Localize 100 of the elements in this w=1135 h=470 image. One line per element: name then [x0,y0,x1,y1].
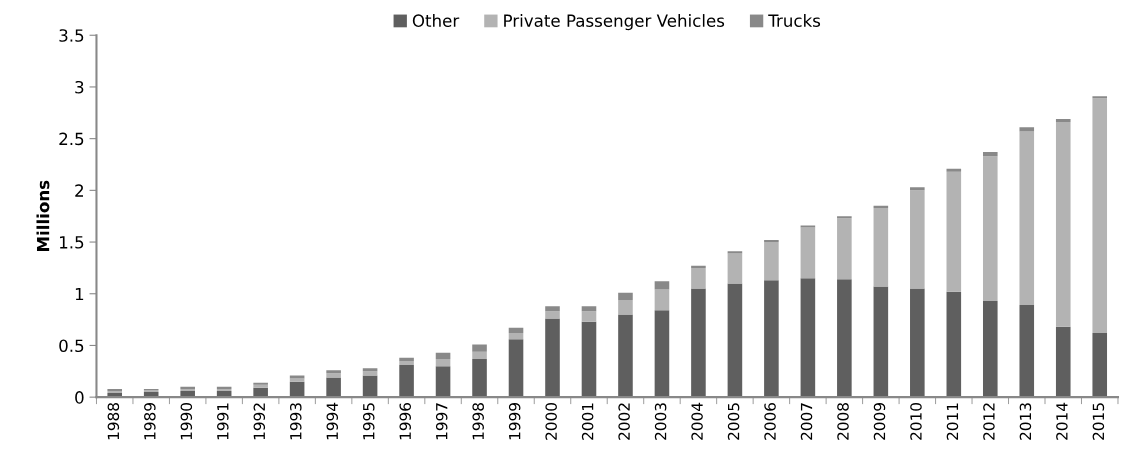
x-tick-label: 1993 [290,403,302,440]
x-tick-label: 1998 [472,403,484,440]
bar [873,205,889,208]
bar [982,156,998,301]
bar [508,339,524,398]
bar [654,289,670,311]
x-tick-label: 2007 [800,403,813,440]
bar [764,242,779,281]
x-tick-label: 2005 [727,403,740,440]
x-tick-label: 2008 [837,403,849,440]
x-tick-label: 2000 [545,403,557,440]
bar [545,311,560,319]
x-tick-label: 1992 [253,403,266,440]
legend-label: Private Passenger Vehicles [504,14,725,31]
bar [472,344,487,352]
y-tick-label: 3 [75,80,84,94]
x-tick-label: 2013 [1019,403,1032,440]
bar [910,187,925,191]
bar [326,373,341,378]
bar [581,311,597,322]
bar [837,216,852,219]
bar [435,352,451,359]
bar [654,310,670,398]
bar [764,280,779,398]
bar [727,283,743,398]
bar [873,286,889,398]
bar [399,357,414,361]
x-tick-label: 2004 [691,402,703,440]
y-tick-label: 2.5 [59,132,84,146]
bar [1092,98,1108,334]
bar [435,358,451,367]
bar [691,267,706,289]
x-tick-label: 1991 [217,403,229,440]
bar [1092,333,1108,398]
x-tick-label: 1989 [144,403,156,440]
y-axis-title: Millions [36,180,50,252]
bar [618,314,633,398]
bar [727,251,743,254]
bar [946,291,962,398]
bar [1019,131,1035,306]
bar [399,365,414,398]
bar [399,360,414,366]
x-tick-label: 2011 [946,403,959,440]
bar [618,299,633,315]
bar [508,327,524,334]
x-tick-label: 1995 [362,403,375,440]
bar [1092,96,1108,99]
bar [800,225,816,228]
bar [362,368,378,372]
x-tick-label: 2015 [1092,403,1105,440]
bar [1055,119,1071,123]
bar [982,152,998,157]
x-tick-label: 2014 [1056,402,1068,440]
bar [727,253,743,284]
legend-label: Other [412,14,460,27]
bar [472,351,487,359]
bar [618,292,633,300]
x-tick-label: 2002 [618,403,630,440]
bar [873,207,889,287]
x-tick-label: 2003 [654,403,667,440]
x-tick-label: 1999 [508,403,521,440]
bar [691,288,706,398]
bar [910,190,925,289]
bar [764,239,779,243]
y-tick-label: 2 [75,184,83,197]
bar [362,375,378,398]
legend-label: Trucks [768,14,821,27]
bar [910,288,925,398]
x-tick-label: 2012 [983,403,995,440]
bar [837,218,852,280]
bar [545,318,560,398]
y-tick-label: 1.5 [59,236,84,249]
bar [982,300,998,398]
y-tick-label: 3.5 [59,29,84,42]
x-tick-label: 1996 [399,402,412,440]
bar [800,278,816,398]
bar [508,333,524,340]
bar [1055,326,1071,398]
bar [581,306,597,312]
bar [362,371,378,376]
x-tick-label: 2009 [873,403,886,440]
bar [1019,127,1035,132]
y-tick-label: 0.5 [59,339,84,353]
bar [800,227,816,279]
bar [1019,305,1035,398]
bar [435,366,451,398]
bar [326,370,341,374]
x-tick-label: 1990 [180,403,193,440]
x-tick-label: 1988 [107,403,120,440]
bar [581,321,597,398]
bar [946,171,962,292]
bar [545,306,560,312]
x-tick-label: 1994 [326,402,339,440]
bar [654,281,670,290]
bar [472,358,487,398]
x-tick-label: 2001 [581,403,594,440]
bar [946,168,962,172]
x-tick-label: 2006 [764,402,776,440]
x-tick-label: 2010 [910,403,922,440]
bar [1055,122,1071,327]
